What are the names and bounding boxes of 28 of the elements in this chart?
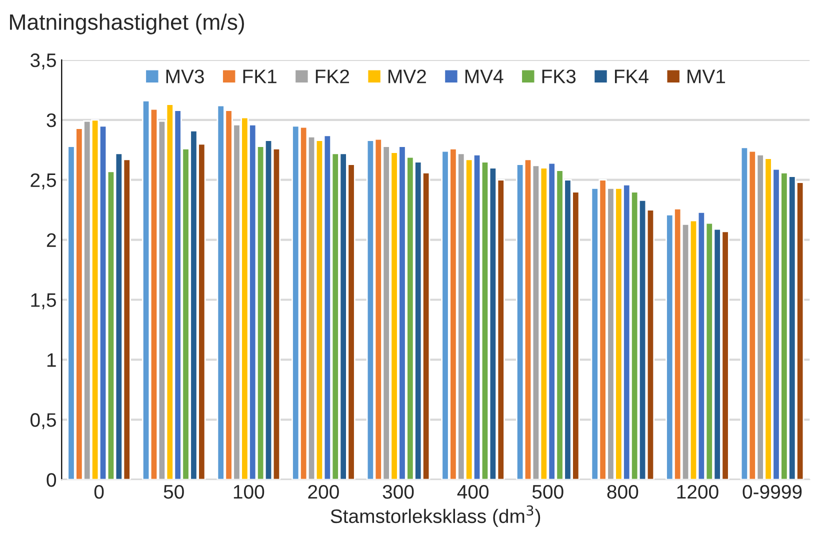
x-tick-label: 300 <box>382 484 414 499</box>
y-tick-label: 3,5 <box>30 53 56 70</box>
y-tick-label: 1 <box>47 353 56 367</box>
x-axis-title: Stamstorleksklass (dm$^{3}$) <box>330 505 540 527</box>
x-tick-label: 50 <box>164 484 184 499</box>
legend-label: MV4 <box>465 70 504 84</box>
legend-label: FK4 <box>614 70 648 84</box>
y-tick-label: 3 <box>46 113 56 128</box>
y-tick-label: 1,5 <box>31 293 56 310</box>
x-tick-label: 0-9999 <box>742 484 802 499</box>
legend-label: FK3 <box>542 70 576 84</box>
y-tick-label: 2,5 <box>30 173 56 190</box>
legend-label: MV1 <box>688 70 726 84</box>
y-tick-label: 0,5 <box>30 413 56 430</box>
x-tick-label: 100 <box>234 484 264 499</box>
legend-label: FK1 <box>243 70 276 84</box>
x-tick-label: 1200 <box>677 484 718 499</box>
y-axis-title: Matningshastighet (m/s) <box>10 14 244 34</box>
y-tick-label: 0 <box>46 473 56 487</box>
x-tick-label: 500 <box>532 484 564 499</box>
x-tick-label: 0 <box>94 484 104 499</box>
x-tick-label: 400 <box>457 484 489 499</box>
legend-label: FK2 <box>316 70 350 84</box>
y-tick-label: 2 <box>46 233 56 247</box>
x-tick-label: 800 <box>607 484 638 499</box>
legend-label: MV3 <box>166 70 204 84</box>
x-tick-label: 200 <box>308 484 339 499</box>
legend-label: MV2 <box>388 70 426 84</box>
